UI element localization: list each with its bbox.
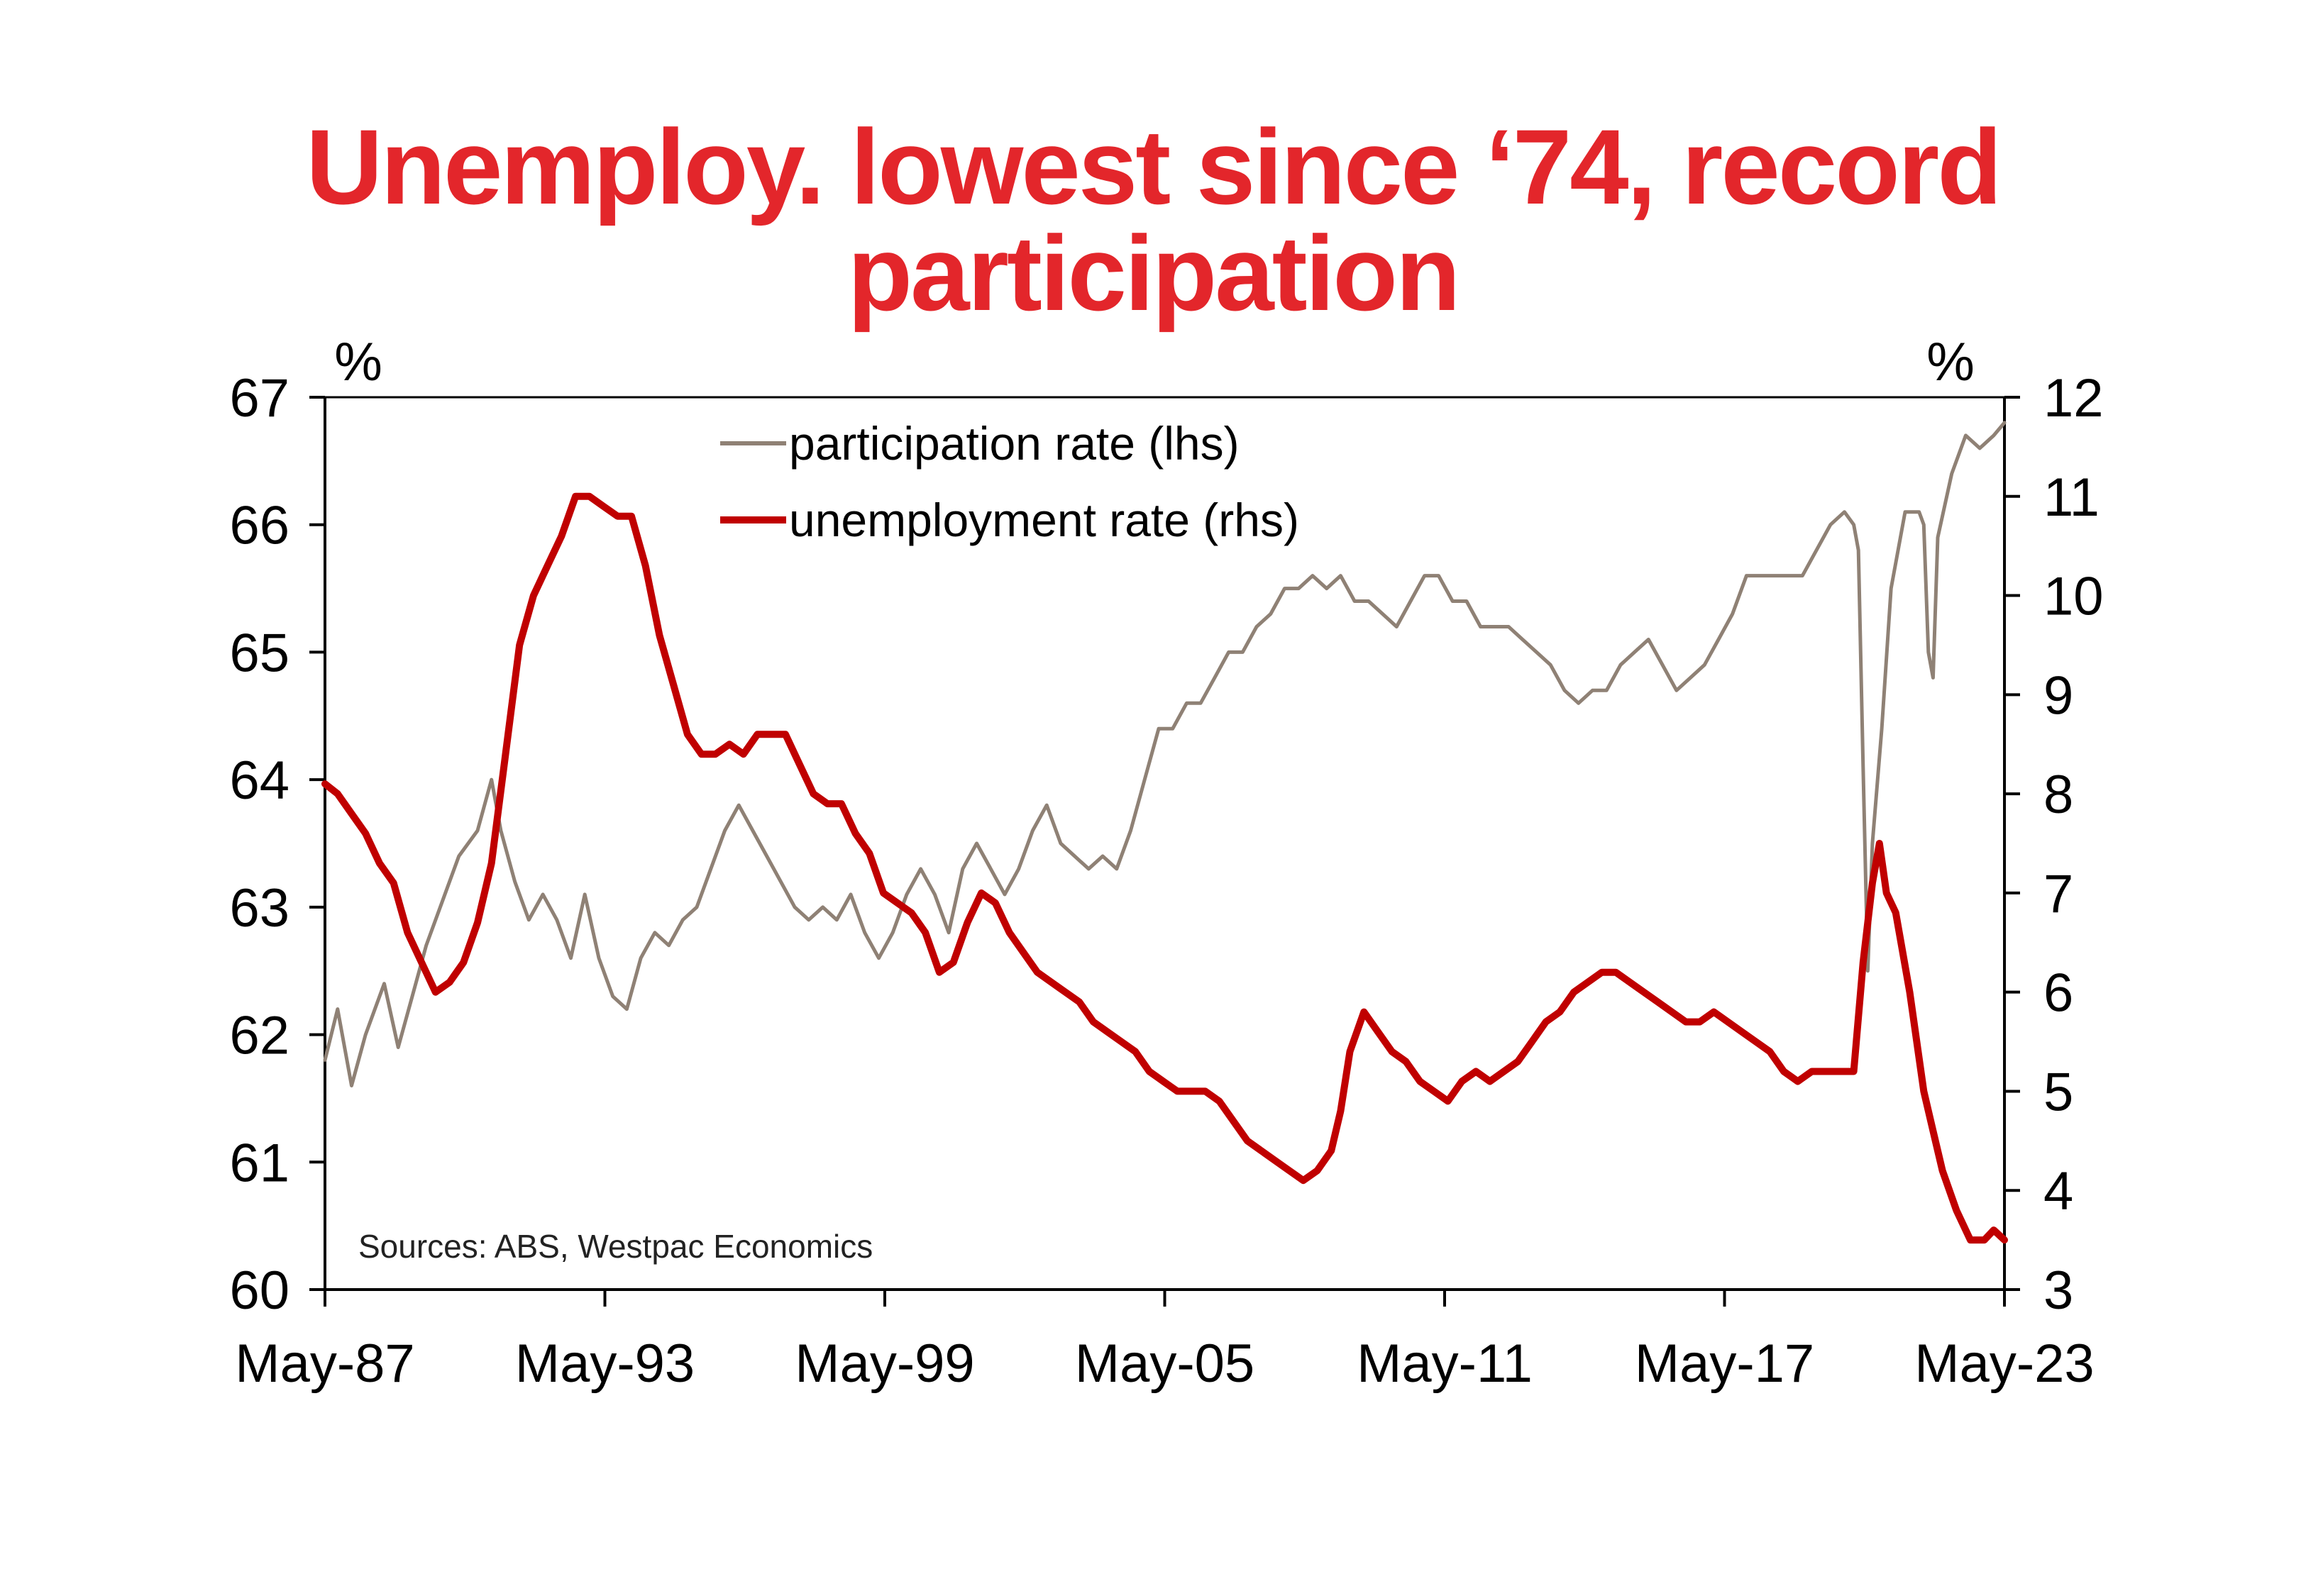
- left-tick-label: 65: [229, 623, 289, 683]
- right-tick-label: 7: [2043, 864, 2073, 924]
- right-tick-label: 12: [2043, 368, 2104, 428]
- participation-rate-line: [323, 421, 2007, 1087]
- left-tick-label: 66: [229, 496, 289, 556]
- x-tick-label: May-87: [235, 1334, 414, 1394]
- left-tick-label: 64: [229, 750, 289, 811]
- x-tick-label: May-99: [795, 1334, 974, 1394]
- left-tick-label: 60: [229, 1260, 289, 1321]
- right-tick-label: 8: [2043, 765, 2073, 825]
- chart-series: [321, 421, 2008, 1244]
- left-tick-label: 62: [229, 1006, 289, 1066]
- chart-legend: participation rate (lhs) unemployment ra…: [720, 417, 1299, 546]
- left-tick-label: 61: [229, 1133, 289, 1193]
- right-tick-label: 6: [2043, 963, 2073, 1024]
- right-axis-unit: %: [1926, 332, 1975, 392]
- x-tick-label: May-93: [515, 1334, 695, 1394]
- x-tick-label: May-23: [1914, 1334, 2094, 1394]
- right-tick-label: 10: [2043, 567, 2104, 627]
- right-tick-label: 11: [2043, 467, 2100, 528]
- left-axis-unit: %: [334, 332, 382, 392]
- right-tick-label: 9: [2043, 665, 2073, 726]
- right-tick-label: 5: [2043, 1062, 2073, 1122]
- legend-label-participation: participation rate (lhs): [789, 417, 1240, 470]
- x-tick-label: May-17: [1635, 1334, 1814, 1394]
- unemployment-rate-line: [321, 492, 2008, 1244]
- right-tick-label: 4: [2043, 1161, 2073, 1221]
- chart-title: Unemploy. lowest since ‘74, record parti…: [306, 107, 2002, 333]
- left-tick-label: 67: [229, 368, 289, 428]
- x-tick-label: May-11: [1357, 1334, 1533, 1394]
- right-tick-label: 3: [2043, 1260, 2073, 1321]
- legend-label-unemployment: unemployment rate (rhs): [789, 494, 1299, 546]
- x-tick-label: May-05: [1075, 1334, 1254, 1394]
- source-note: Sources: ABS, Westpac Economics: [358, 1228, 873, 1265]
- left-tick-label: 63: [229, 878, 289, 938]
